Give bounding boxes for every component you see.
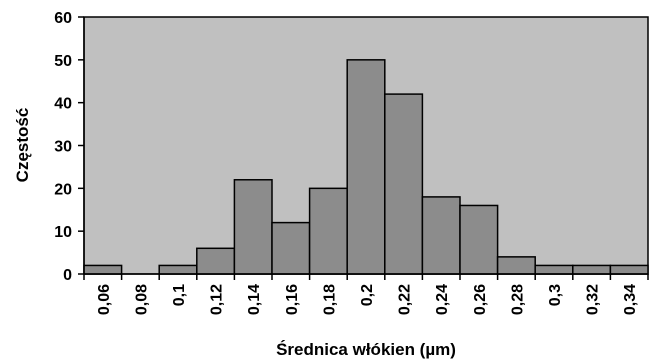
x-tick-label: 0,18 — [321, 284, 338, 315]
bar-0-3 — [534, 264, 574, 275]
bar-0-32 — [572, 264, 612, 275]
x-tick-label: 0,34 — [622, 284, 639, 315]
x-tick-label: 0,22 — [397, 284, 414, 315]
x-axis-title: Średnica włókien (µm) — [276, 340, 456, 359]
bar-0-28 — [496, 256, 536, 275]
x-tick-label: 0,24 — [434, 284, 451, 315]
bar-0-12 — [196, 247, 236, 275]
x-axis: 0,06 0,08 0,1 0,12 0,14 0,16 0,18 0,2 0,22 0,24 0,… — [83, 273, 649, 315]
y-tick-label: 30 — [54, 139, 72, 156]
x-tick-label: 0,1 — [171, 284, 188, 306]
x-tick-label: 0,32 — [585, 284, 602, 315]
x-tick-label: 0,14 — [246, 284, 263, 315]
x-tick-label: 0,28 — [509, 284, 526, 315]
y-tick-label: 20 — [54, 181, 72, 198]
y-tick-label: 60 — [54, 10, 72, 27]
x-tick-label: 0,06 — [96, 284, 113, 315]
bar-0-22 — [384, 93, 424, 275]
bars-group — [83, 59, 649, 275]
y-axis-title: Częstość — [13, 108, 32, 183]
bar-0-24 — [421, 196, 461, 275]
x-tick-label: 0,16 — [284, 284, 301, 315]
x-tick-label: 0,26 — [472, 284, 489, 315]
bar-0-14 — [233, 179, 273, 275]
bar-0-06 — [83, 264, 123, 275]
x-tick-label: 0,2 — [359, 284, 376, 306]
bar-0-2 — [346, 59, 386, 275]
y-axis: 0 10 20 30 40 50 60 — [54, 10, 85, 284]
y-tick-label: 10 — [54, 224, 72, 241]
bar-0-26 — [459, 204, 499, 275]
bar-0-18 — [308, 187, 348, 275]
x-tick-label: 0,3 — [547, 284, 564, 306]
y-tick-label: 40 — [54, 96, 72, 113]
y-tick-label: 0 — [63, 267, 72, 284]
bar-0-16 — [271, 221, 311, 275]
x-tick-label: 0,12 — [209, 284, 226, 315]
y-tick-label: 50 — [54, 53, 72, 70]
bar-0-1 — [158, 264, 198, 275]
bar-0-34 — [609, 264, 649, 275]
x-tick-label: 0,08 — [133, 284, 150, 315]
